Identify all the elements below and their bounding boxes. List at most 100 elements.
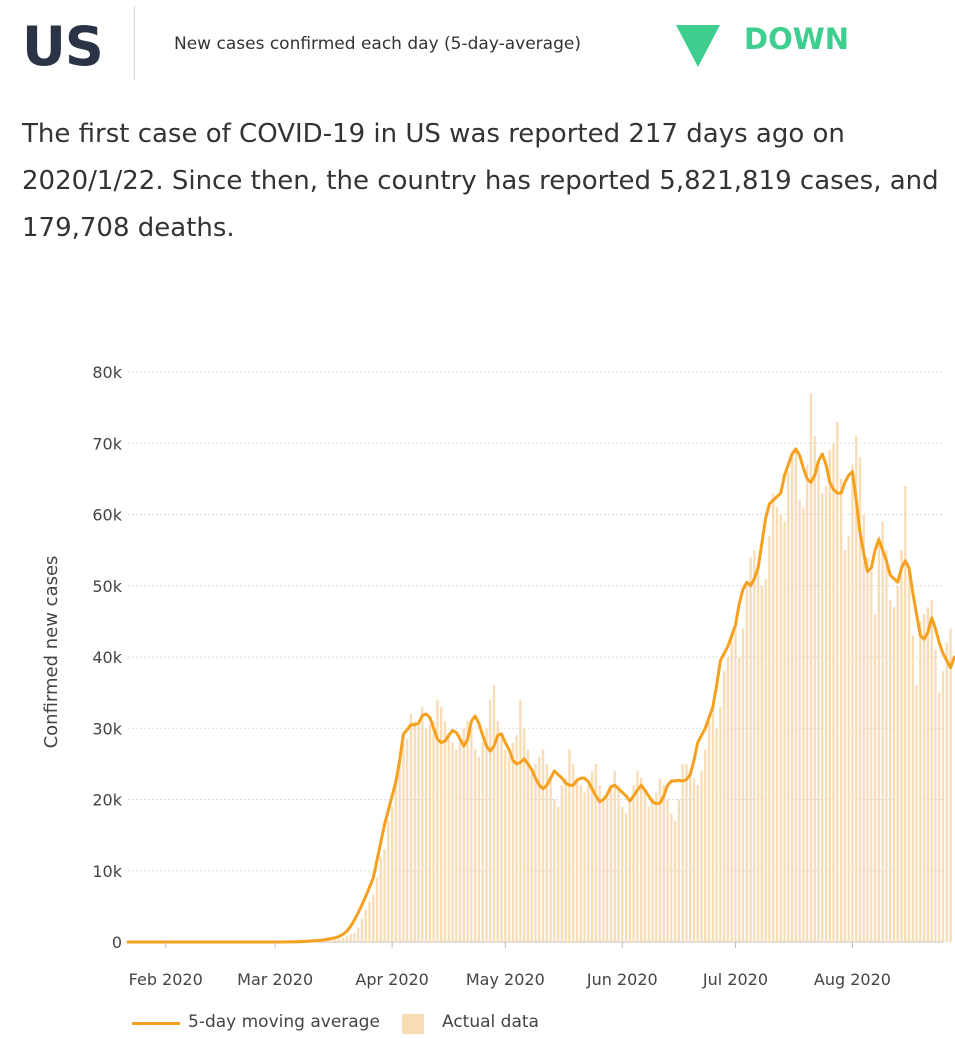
- bar: [390, 806, 394, 943]
- bar: [802, 507, 805, 943]
- bar: [700, 771, 703, 942]
- line-layer: [126, 447, 955, 944]
- bar: [428, 724, 432, 942]
- bar: [462, 728, 465, 942]
- bar: [930, 600, 933, 942]
- bar: [783, 521, 786, 943]
- bar: [809, 393, 813, 943]
- bar: [458, 735, 462, 943]
- bar: [696, 785, 699, 942]
- bar: [470, 728, 473, 942]
- bar: [832, 443, 835, 942]
- bar: [704, 749, 707, 943]
- bar: [919, 621, 922, 943]
- summary-line-3: 179,708 deaths.: [22, 213, 235, 243]
- x-tick-label: Aug 2020: [814, 970, 891, 989]
- y-tick-label: 10k: [92, 862, 122, 881]
- bar: [421, 706, 424, 943]
- bar: [889, 600, 892, 942]
- legend-bar-label: Actual data: [442, 1012, 539, 1032]
- bar: [489, 699, 492, 942]
- bar: [870, 571, 873, 942]
- bar: [621, 806, 624, 943]
- bar: [775, 507, 779, 943]
- x-tick-label: Jun 2020: [586, 970, 658, 989]
- bar: [624, 813, 628, 942]
- bar: [323, 941, 326, 942]
- bar: [447, 735, 450, 943]
- bar: [413, 721, 416, 943]
- bar: [866, 557, 869, 942]
- bar: [881, 521, 884, 943]
- bar: [583, 792, 586, 943]
- bar: [806, 464, 809, 943]
- bar: [617, 785, 620, 942]
- bar: [904, 486, 907, 942]
- bar: [632, 785, 635, 942]
- bar: [364, 909, 367, 942]
- country-name: US: [22, 15, 104, 78]
- y-tick-label: 60k: [92, 506, 122, 525]
- bar: [477, 756, 481, 942]
- bar: [798, 500, 801, 942]
- bar: [519, 699, 522, 942]
- bar: [590, 771, 594, 942]
- bar: [689, 771, 692, 942]
- bar: [636, 771, 639, 942]
- x-tick-labels: Feb 2020 Mar 2020 Apr 2020 May 2020 Jun 2020…: [129, 942, 891, 989]
- x-tick-label: Feb 2020: [129, 970, 203, 989]
- bar: [677, 799, 681, 942]
- bar: [934, 649, 937, 943]
- bar: [538, 756, 541, 942]
- metric-label: New cases confirmed each day (5-day-aver…: [174, 34, 581, 54]
- x-tick-label: May 2020: [466, 970, 545, 989]
- legend-bar-swatch: [402, 1014, 424, 1034]
- bar: [530, 771, 533, 942]
- bar: [828, 450, 831, 943]
- bar: [341, 938, 345, 942]
- bar: [432, 721, 435, 943]
- bar: [779, 514, 782, 942]
- bar: [836, 421, 839, 943]
- bar: [541, 749, 545, 943]
- bar: [485, 728, 488, 942]
- bar: [945, 642, 948, 942]
- moving-average-line: [126, 447, 955, 944]
- summary-line-1: The first case of COVID-19 in US was rep…: [22, 119, 845, 149]
- bar: [813, 436, 816, 943]
- bar: [926, 607, 930, 943]
- bar: [862, 514, 865, 942]
- bar: [658, 778, 662, 943]
- bar: [730, 635, 733, 943]
- bar: [402, 742, 405, 942]
- bar: [496, 721, 499, 943]
- bar: [787, 471, 790, 942]
- bar: [553, 799, 556, 942]
- legend-line-swatch: [132, 1022, 180, 1025]
- header-divider: [134, 6, 135, 80]
- bar: [707, 721, 711, 943]
- bar: [824, 486, 828, 942]
- bar: [915, 685, 918, 942]
- bar: [855, 436, 858, 943]
- bar: [647, 806, 650, 943]
- triangle-down-icon: [676, 25, 720, 67]
- bar: [443, 721, 447, 943]
- trend-label: DOWN: [744, 22, 849, 56]
- bar: [440, 706, 443, 943]
- bar: [564, 778, 567, 943]
- bar: [877, 535, 881, 943]
- bar: [436, 699, 439, 942]
- bar: [681, 763, 684, 943]
- bar: [734, 621, 737, 943]
- bar: [523, 728, 526, 942]
- x-tick-label: Apr 2020: [355, 970, 428, 989]
- bar: [466, 721, 469, 943]
- y-tick-label: 40k: [92, 648, 122, 667]
- bar: [670, 813, 673, 942]
- bar: [606, 792, 609, 943]
- bar: [338, 938, 341, 942]
- y-tick-label: 70k: [92, 434, 122, 453]
- y-tick-label: 80k: [92, 363, 122, 382]
- bar: [345, 936, 349, 942]
